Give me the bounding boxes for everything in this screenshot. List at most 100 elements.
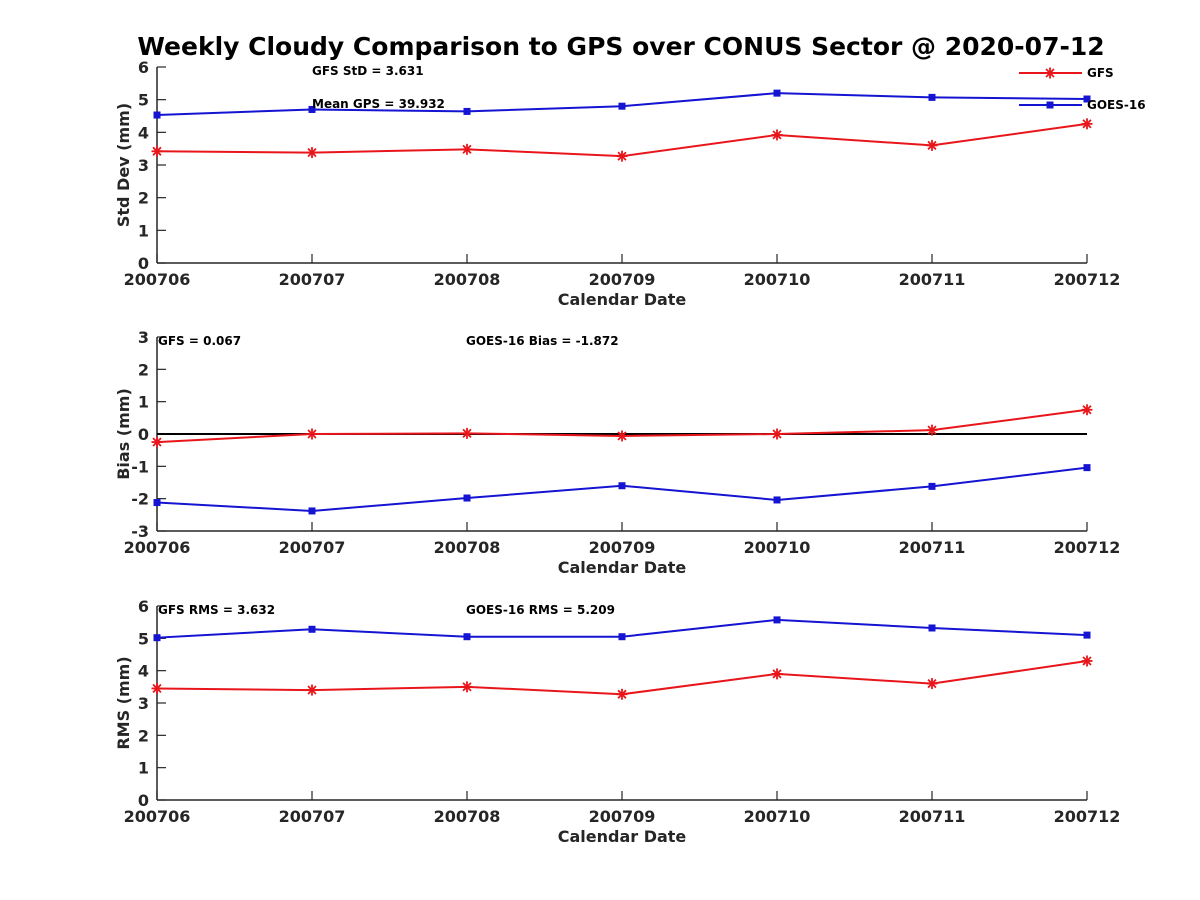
x-tick-label: 200708 xyxy=(434,538,501,557)
data-point-square xyxy=(1083,95,1091,103)
x-tick-label: 200712 xyxy=(1054,270,1121,289)
y-tick-label: 1 xyxy=(138,221,149,240)
data-point-asterisk xyxy=(771,668,783,680)
asterisk-stroke xyxy=(772,669,782,679)
asterisk-stroke xyxy=(1082,405,1092,415)
x-tick-label: 200708 xyxy=(434,270,501,289)
annotation-text: Mean GPS = 39.932 xyxy=(312,97,445,111)
data-point-asterisk xyxy=(926,424,938,436)
panel-bias: -3 -2 -1 0 1 2 3 200706 200707 200708 200709 200710… xyxy=(114,328,1120,577)
annotation-text: GOES-16 Bias = -1.872 xyxy=(466,334,619,348)
x-tick-label: 200709 xyxy=(589,270,656,289)
data-point-square xyxy=(153,111,161,119)
x-tick-label: 200706 xyxy=(124,538,191,557)
asterisk-stroke xyxy=(152,146,162,156)
x-tick-label: 200712 xyxy=(1054,538,1121,557)
y-tick-label: 1 xyxy=(138,759,149,778)
asterisk-stroke xyxy=(927,425,937,435)
y-axis-label: RMS (mm) xyxy=(114,656,133,749)
asterisk-stroke xyxy=(772,130,782,140)
y-tick-label: 6 xyxy=(138,58,149,77)
y-tick-label: 3 xyxy=(138,328,149,347)
legend-marker-asterisk xyxy=(1044,67,1056,79)
data-point-square xyxy=(153,499,161,507)
data-point-asterisk xyxy=(771,428,783,440)
data-point-square xyxy=(928,93,936,101)
x-tick-label: 200709 xyxy=(589,538,656,557)
x-tick-label: 200710 xyxy=(744,807,811,826)
asterisk-stroke xyxy=(1045,68,1055,78)
data-point-asterisk xyxy=(771,129,783,141)
data-point-asterisk xyxy=(461,427,473,439)
y-tick-label: 2 xyxy=(138,189,149,208)
data-point-asterisk xyxy=(1081,404,1093,416)
y-tick-label: -2 xyxy=(131,490,149,509)
asterisk-stroke xyxy=(462,682,472,692)
y-tick-label: 0 xyxy=(138,791,149,810)
data-point-square xyxy=(618,633,626,641)
figure-title: Weekly Cloudy Comparison to GPS over CON… xyxy=(137,32,1104,61)
data-point-asterisk xyxy=(926,678,938,690)
x-tick-label: 200708 xyxy=(434,807,501,826)
asterisk-stroke xyxy=(307,685,317,695)
data-point-asterisk xyxy=(461,143,473,155)
y-tick-label: -3 xyxy=(131,522,149,541)
x-tick-label: 200712 xyxy=(1054,807,1121,826)
annotation-text: GFS RMS = 3.632 xyxy=(158,603,275,617)
data-point-asterisk xyxy=(1081,655,1093,667)
y-tick-label: 4 xyxy=(138,123,149,142)
annotation-text: GFS = 0.067 xyxy=(158,334,241,348)
x-tick-label: 200711 xyxy=(899,807,966,826)
legend-label: GOES-16 xyxy=(1087,98,1146,112)
data-point-asterisk xyxy=(616,430,628,442)
data-point-square xyxy=(1083,631,1091,639)
data-point-square xyxy=(153,634,161,642)
data-point-square xyxy=(928,482,936,490)
asterisk-stroke xyxy=(307,147,317,158)
asterisk-stroke xyxy=(617,689,627,699)
asterisk-stroke xyxy=(1082,656,1092,666)
asterisk-stroke xyxy=(772,429,782,439)
x-tick-label: 200707 xyxy=(279,538,346,557)
legend: GFS GOES-16 xyxy=(1019,66,1146,112)
y-tick-label: -1 xyxy=(131,457,149,476)
data-point-asterisk xyxy=(151,145,163,157)
y-tick-label: 3 xyxy=(138,694,149,713)
asterisk-stroke xyxy=(307,429,317,439)
y-tick-label: 5 xyxy=(138,629,149,648)
y-tick-label: 2 xyxy=(138,360,149,379)
data-point-square xyxy=(618,482,626,490)
annotation-text: GFS StD = 3.631 xyxy=(312,64,424,78)
data-point-square xyxy=(308,625,316,633)
x-tick-label: 200711 xyxy=(899,538,966,557)
asterisk-stroke xyxy=(927,140,937,150)
data-point-asterisk xyxy=(151,682,163,694)
x-tick-label: 200709 xyxy=(589,807,656,826)
y-tick-label: 0 xyxy=(138,425,149,444)
data-point-asterisk xyxy=(616,688,628,700)
y-tick-label: 2 xyxy=(138,726,149,745)
x-tick-label: 200710 xyxy=(744,270,811,289)
x-axis-label: Calendar Date xyxy=(558,290,687,309)
asterisk-stroke xyxy=(617,151,627,161)
x-tick-label: 200707 xyxy=(279,270,346,289)
y-tick-label: 1 xyxy=(138,393,149,412)
annotation-text: GOES-16 RMS = 5.209 xyxy=(466,603,615,617)
x-axis-label: Calendar Date xyxy=(558,827,687,846)
asterisk-stroke xyxy=(462,428,472,438)
y-tick-label: 3 xyxy=(138,156,149,175)
y-tick-label: 6 xyxy=(138,597,149,616)
data-point-asterisk xyxy=(926,139,938,151)
data-point-square xyxy=(463,494,471,502)
x-tick-label: 200706 xyxy=(124,807,191,826)
data-point-square xyxy=(1083,464,1091,472)
data-point-square xyxy=(308,507,316,515)
y-axis-label: Bias (mm) xyxy=(114,388,133,480)
y-tick-label: 0 xyxy=(138,254,149,273)
data-point-asterisk xyxy=(461,681,473,693)
x-axis-label: Calendar Date xyxy=(558,558,687,577)
data-point-asterisk xyxy=(151,436,163,448)
y-tick-label: 4 xyxy=(138,662,149,681)
